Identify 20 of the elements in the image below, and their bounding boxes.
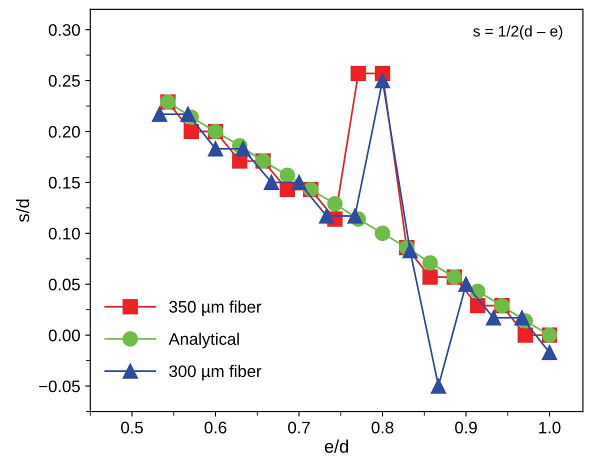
legend-label: Analytical bbox=[168, 332, 239, 348]
y-tick-label: 0.30 bbox=[48, 24, 80, 36]
annotation: s = 1/2(d – e) bbox=[473, 25, 562, 40]
y-tick-label: 0.15 bbox=[48, 176, 80, 189]
x-tick-label: 0.8 bbox=[372, 422, 394, 434]
x-tick-label: 0.5 bbox=[121, 422, 143, 434]
y-tick-label: 0.10 bbox=[48, 228, 80, 240]
x-tick-label: 1.0 bbox=[539, 422, 560, 434]
y-tick-label: 0.25 bbox=[48, 74, 80, 87]
y-tick-label: 0.00 bbox=[48, 330, 80, 342]
y-tick-label: 0.05 bbox=[48, 278, 80, 290]
x-tick-label: 0.6 bbox=[204, 422, 226, 434]
y-tick-label: 0.20 bbox=[48, 126, 80, 138]
x-tick-label: 0.9 bbox=[455, 422, 477, 434]
y-axis-title: s/d bbox=[16, 200, 30, 222]
x-axis-title: e/d bbox=[324, 440, 348, 453]
legend-label: 350 µm fiber bbox=[169, 300, 262, 316]
y-tick-label: −0.05 bbox=[39, 380, 80, 392]
legend-label: 300 µm fiber bbox=[169, 364, 262, 380]
x-tick-label: 0.7 bbox=[288, 422, 310, 434]
